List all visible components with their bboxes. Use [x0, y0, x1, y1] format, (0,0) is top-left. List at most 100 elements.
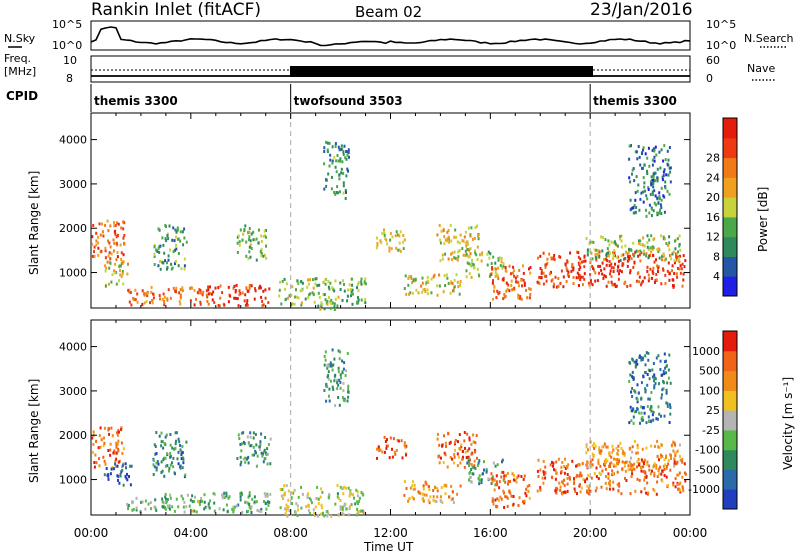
- data-cell: [620, 270, 623, 274]
- data-cell: [103, 441, 106, 445]
- data-cell: [234, 289, 237, 292]
- data-cell: [338, 173, 341, 177]
- data-cell: [493, 488, 496, 492]
- data-cell: [451, 497, 454, 501]
- data-cell: [478, 253, 481, 257]
- data-cell: [444, 441, 447, 445]
- data-cell: [285, 503, 288, 507]
- data-cell: [150, 290, 153, 294]
- data-cell: [641, 152, 643, 155]
- data-cell: [657, 445, 660, 449]
- data-cell: [454, 440, 456, 444]
- data-cell: [633, 179, 636, 183]
- data-cell: [281, 488, 284, 491]
- data-cell: [632, 415, 635, 419]
- data-cell: [108, 241, 111, 245]
- data-cell: [398, 241, 401, 245]
- data-cell: [97, 446, 100, 450]
- data-cell: [648, 464, 650, 468]
- data-cell: [245, 254, 248, 258]
- data-cell: [412, 279, 415, 283]
- data-cell: [642, 148, 644, 152]
- data-cell: [631, 172, 633, 176]
- data-cell: [324, 350, 327, 354]
- data-cell: [319, 495, 322, 499]
- data-cell: [678, 260, 681, 264]
- data-cell: [399, 249, 402, 253]
- data-cell: [618, 458, 621, 462]
- data-cell: [167, 258, 170, 262]
- data-cell: [111, 434, 114, 438]
- data-cell: [657, 266, 660, 270]
- data-cell: [209, 285, 211, 289]
- data-cell: [456, 464, 459, 468]
- data-cell: [355, 513, 358, 517]
- data-cell: [175, 286, 178, 290]
- data-cell: [498, 291, 501, 295]
- data-cell: [339, 507, 342, 511]
- data-cell: [654, 280, 656, 284]
- data-cell: [109, 257, 112, 261]
- data-cell: [648, 377, 651, 381]
- data-cell: [109, 261, 112, 265]
- data-cell: [349, 489, 352, 493]
- data-cell: [150, 507, 153, 511]
- data-cell: [537, 281, 540, 285]
- data-cell: [652, 418, 655, 422]
- data-cell: [552, 464, 554, 468]
- data-cell: [428, 501, 431, 505]
- data-cell: [567, 463, 570, 467]
- data-cell: [243, 299, 246, 303]
- data-cell: [616, 256, 619, 260]
- data-cell: [283, 277, 286, 281]
- data-cell: [326, 363, 329, 367]
- data-cell: [604, 481, 607, 485]
- data-cell: [163, 295, 166, 299]
- data-cell: [660, 206, 663, 210]
- data-cell: [323, 514, 326, 518]
- data-cell: [635, 358, 638, 362]
- data-cell: [356, 300, 359, 304]
- data-cell: [654, 279, 657, 283]
- cpid-segment-label: twofsound 3503: [294, 94, 403, 108]
- data-cell: [470, 468, 473, 471]
- data-cell: [110, 426, 113, 430]
- data-cell: [508, 489, 511, 493]
- data-cell: [266, 492, 269, 496]
- data-cell: [253, 453, 255, 457]
- data-cell: [317, 514, 320, 518]
- data-cell: [92, 450, 94, 454]
- data-cell: [621, 262, 624, 266]
- data-cell: [578, 284, 580, 287]
- data-cell: [438, 224, 441, 227]
- data-cell: [597, 477, 600, 481]
- data-cell: [117, 233, 119, 237]
- colorbar-tick-label: 8: [713, 250, 720, 263]
- data-cell: [632, 211, 635, 215]
- data-cell: [263, 492, 266, 496]
- x-tick-label: 00:00: [74, 526, 109, 540]
- data-cell: [636, 477, 639, 481]
- data-cell: [578, 268, 581, 271]
- data-cell: [458, 292, 461, 296]
- data-cell: [647, 368, 650, 372]
- data-cell: [199, 300, 202, 304]
- data-cell: [561, 492, 564, 496]
- data-cell: [179, 302, 182, 306]
- data-cell: [237, 503, 240, 507]
- data-cell: [566, 465, 568, 468]
- data-cell: [126, 272, 129, 276]
- data-cell: [95, 239, 98, 243]
- data-cell: [320, 503, 323, 507]
- data-cell: [261, 304, 264, 308]
- data-cell: [258, 509, 261, 513]
- data-cell: [623, 464, 626, 468]
- data-cell: [110, 280, 113, 284]
- data-cell: [312, 508, 315, 512]
- data-cell: [121, 261, 124, 265]
- data-cell: [507, 283, 510, 287]
- data-cell: [126, 502, 129, 506]
- data-cell: [144, 292, 147, 296]
- data-cell: [127, 507, 130, 511]
- data-cell: [144, 507, 147, 511]
